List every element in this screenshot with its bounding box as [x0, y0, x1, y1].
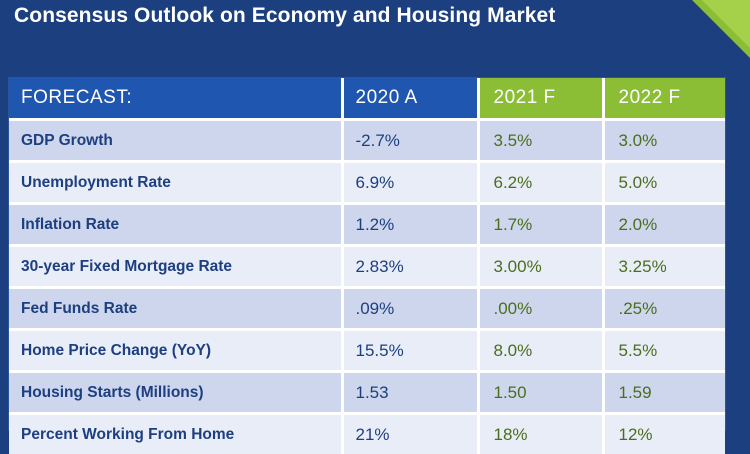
cell-2021: 3.00%: [478, 246, 603, 288]
row-label: Unemployment Rate: [9, 162, 342, 204]
row-label: Housing Starts (Millions): [9, 372, 342, 414]
cell-2021: 6.2%: [478, 162, 603, 204]
cell-2021: 8.0%: [478, 330, 603, 372]
table-header-row: FORECAST: 2020 A 2021 F 2022 F: [9, 78, 725, 120]
cell-2021: .00%: [478, 288, 603, 330]
cell-2020: 2.83%: [342, 246, 478, 288]
cell-2020: 1.53: [342, 372, 478, 414]
cell-2022: 5.5%: [603, 330, 725, 372]
cell-2022: 3.0%: [603, 120, 725, 162]
cell-2020: .09%: [342, 288, 478, 330]
header-forecast: FORECAST:: [9, 78, 342, 120]
table-row: 30-year Fixed Mortgage Rate 2.83% 3.00% …: [9, 246, 725, 288]
cell-2022: 3.25%: [603, 246, 725, 288]
cell-2020: 15.5%: [342, 330, 478, 372]
table-row: Home Price Change (YoY) 15.5% 8.0% 5.5%: [9, 330, 725, 372]
row-label: Home Price Change (YoY): [9, 330, 342, 372]
table-row: Fed Funds Rate .09% .00% .25%: [9, 288, 725, 330]
row-label: Inflation Rate: [9, 204, 342, 246]
table-row: GDP Growth -2.7% 3.5% 3.0%: [9, 120, 725, 162]
table-row: Unemployment Rate 6.9% 6.2% 5.0%: [9, 162, 725, 204]
cell-2021: 1.7%: [478, 204, 603, 246]
header-2021-forecast: 2021 F: [478, 78, 603, 120]
cell-2022: 2.0%: [603, 204, 725, 246]
table-row: Inflation Rate 1.2% 1.7% 2.0%: [9, 204, 725, 246]
row-label: Fed Funds Rate: [9, 288, 342, 330]
cell-2020: 21%: [342, 414, 478, 454]
cell-2022: 12%: [603, 414, 725, 454]
header-2022-forecast: 2022 F: [603, 78, 725, 120]
table-row: Percent Working From Home 21% 18% 12%: [9, 414, 725, 454]
corner-accent-shape: [692, 0, 750, 58]
cell-2020: -2.7%: [342, 120, 478, 162]
row-label: GDP Growth: [9, 120, 342, 162]
cell-2020: 1.2%: [342, 204, 478, 246]
header-2020-actual: 2020 A: [342, 78, 478, 120]
table-row: Housing Starts (Millions) 1.53 1.50 1.59: [9, 372, 725, 414]
cell-2022: .25%: [603, 288, 725, 330]
page-title: Consensus Outlook on Economy and Housing…: [14, 4, 555, 28]
row-label: 30-year Fixed Mortgage Rate: [9, 246, 342, 288]
cell-2021: 1.50: [478, 372, 603, 414]
cell-2022: 5.0%: [603, 162, 725, 204]
forecast-table-container: FORECAST: 2020 A 2021 F 2022 F GDP Growt…: [9, 78, 725, 430]
row-label: Percent Working From Home: [9, 414, 342, 454]
cell-2020: 6.9%: [342, 162, 478, 204]
cell-2021: 3.5%: [478, 120, 603, 162]
forecast-table: FORECAST: 2020 A 2021 F 2022 F GDP Growt…: [9, 78, 725, 454]
cell-2022: 1.59: [603, 372, 725, 414]
cell-2021: 18%: [478, 414, 603, 454]
